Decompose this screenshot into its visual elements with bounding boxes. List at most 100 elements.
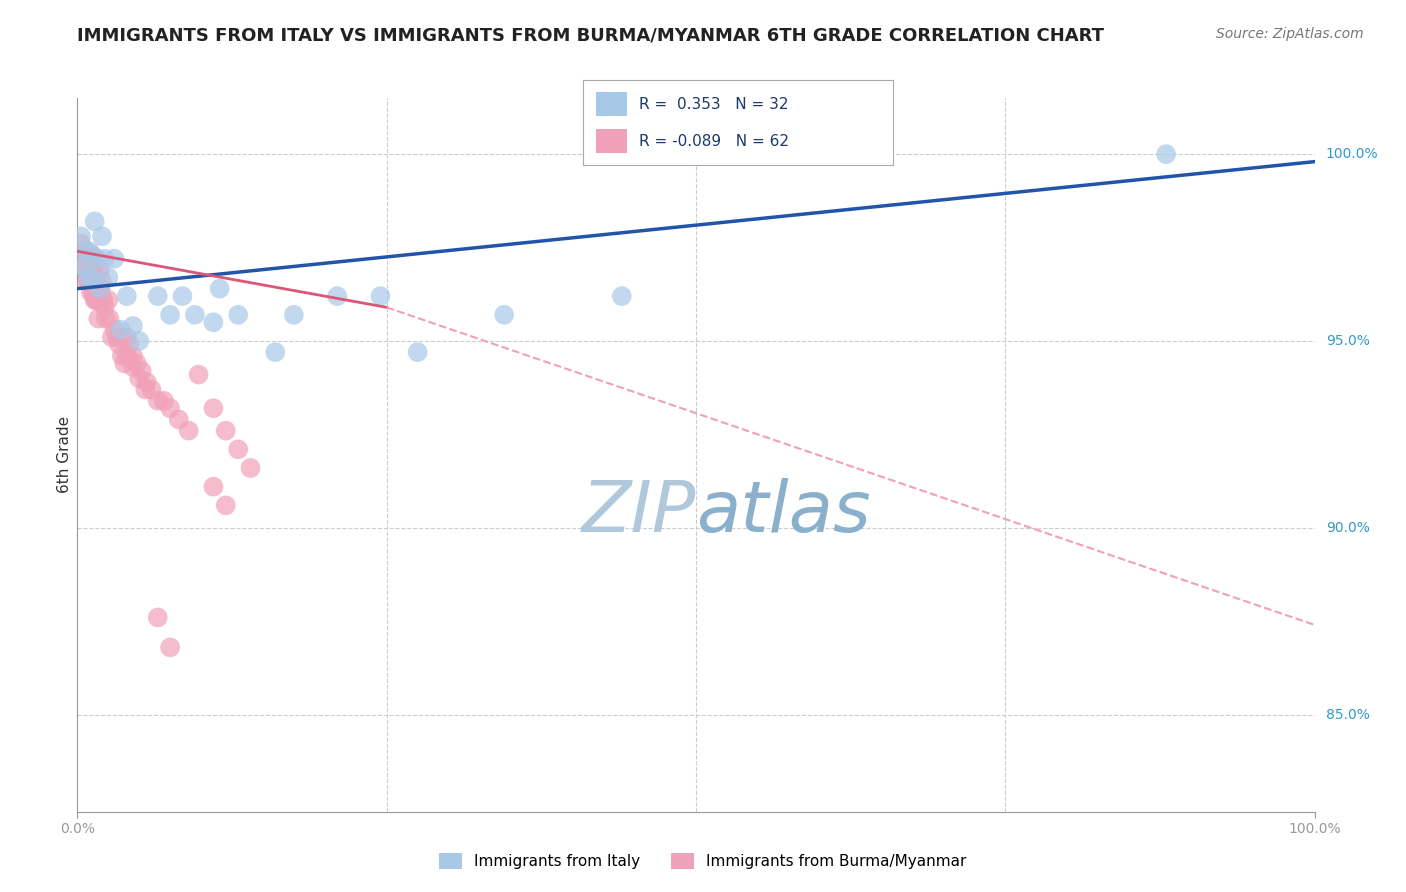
Point (115, 330, 138, 344)
Point (202, 480, 225, 494)
Point (75, 244, 97, 259)
Point (122, 360, 145, 375)
Point (76, 270, 98, 285)
Point (93, 252, 115, 266)
Point (122, 349, 145, 363)
Text: 95.0%: 95.0% (1326, 334, 1369, 348)
Point (84, 274, 107, 288)
Point (146, 610, 169, 624)
Text: R = -0.089   N = 62: R = -0.089 N = 62 (640, 134, 789, 149)
Point (82, 274, 104, 288)
Point (111, 349, 134, 363)
Text: 90.0%: 90.0% (1326, 521, 1369, 535)
Point (83, 214, 105, 228)
Bar (596, 129, 627, 153)
Point (172, 289, 194, 303)
Point (82, 270, 104, 285)
Point (80, 263, 103, 277)
Point (226, 308, 249, 322)
Point (91, 274, 114, 288)
Point (79, 274, 101, 288)
Point (70, 236, 93, 251)
Point (141, 383, 163, 397)
Bar (596, 92, 627, 116)
Point (159, 308, 181, 322)
Point (134, 383, 156, 397)
Point (146, 393, 169, 408)
Point (370, 289, 392, 303)
Point (80, 285, 103, 300)
Point (215, 424, 238, 438)
Point (72, 259, 94, 273)
Point (98, 311, 121, 326)
Point (159, 401, 181, 416)
Point (103, 323, 125, 337)
Point (87, 311, 110, 326)
Point (105, 330, 128, 344)
Point (215, 499, 238, 513)
Point (82, 263, 104, 277)
Point (159, 640, 181, 655)
Text: IMMIGRANTS FROM ITALY VS IMMIGRANTS FROM BURMA/MYANMAR 6TH GRADE CORRELATION CHA: IMMIGRANTS FROM ITALY VS IMMIGRANTS FROM… (77, 27, 1104, 45)
Point (264, 345, 287, 359)
Point (76, 248, 98, 262)
Text: R =  0.353   N = 32: R = 0.353 N = 32 (640, 96, 789, 112)
Point (101, 330, 124, 344)
Point (84, 293, 107, 307)
Point (86, 252, 108, 266)
Text: ZIP: ZIP (582, 477, 696, 547)
Point (97, 293, 120, 307)
Point (72, 248, 94, 262)
Point (97, 270, 120, 285)
Point (610, 289, 633, 303)
Point (94, 311, 117, 326)
Point (128, 334, 150, 348)
Text: 100.0%: 100.0% (1326, 147, 1378, 161)
Point (135, 375, 157, 389)
Text: atlas: atlas (696, 477, 870, 547)
Point (91, 229, 114, 244)
Point (73, 263, 96, 277)
Text: 85.0%: 85.0% (1326, 707, 1369, 722)
Point (187, 368, 209, 382)
Y-axis label: 6th Grade: 6th Grade (56, 417, 72, 493)
Point (86, 293, 108, 307)
Point (202, 315, 225, 329)
Point (131, 364, 153, 378)
Point (118, 337, 141, 351)
Point (103, 252, 125, 266)
Point (494, 308, 516, 322)
Point (239, 461, 262, 475)
Point (208, 282, 231, 296)
Point (79, 244, 101, 259)
Point (72, 255, 94, 269)
Point (406, 345, 429, 359)
Legend: Immigrants from Italy, Immigrants from Burma/Myanmar: Immigrants from Italy, Immigrants from B… (433, 847, 973, 875)
Point (108, 337, 131, 351)
Point (77, 270, 100, 285)
Point (1154, 147, 1177, 161)
Point (125, 356, 148, 370)
Point (77, 248, 100, 262)
Point (184, 308, 207, 322)
Point (283, 308, 305, 322)
Point (112, 356, 135, 370)
Point (202, 401, 225, 416)
Point (77, 274, 100, 288)
Point (326, 289, 349, 303)
Point (93, 301, 115, 315)
Point (83, 274, 105, 288)
Point (122, 318, 145, 333)
Point (82, 248, 104, 262)
Point (153, 393, 176, 408)
Point (89, 263, 111, 277)
Point (70, 229, 93, 244)
Point (83, 293, 105, 307)
Point (110, 323, 132, 337)
Point (75, 274, 97, 288)
Point (82, 285, 104, 300)
Point (90, 282, 112, 296)
Point (89, 282, 111, 296)
Point (91, 293, 114, 307)
Point (79, 255, 101, 269)
